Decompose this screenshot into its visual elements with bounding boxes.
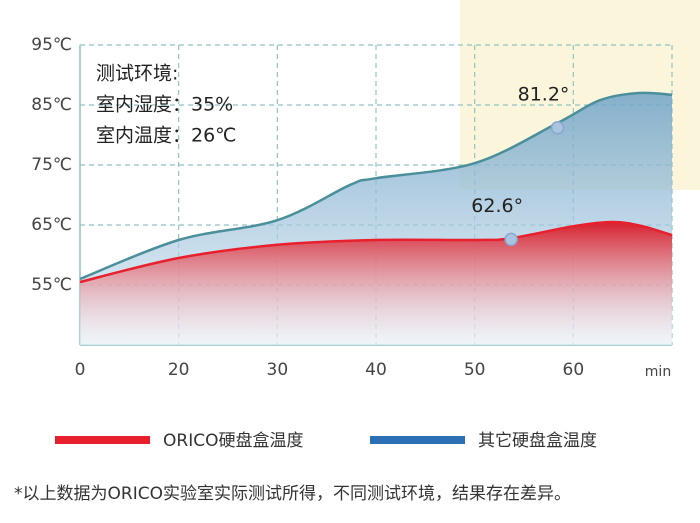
x-tick-label: 0 [75, 360, 86, 380]
note-line: 测试环境: [96, 63, 178, 85]
point-marker [504, 232, 518, 247]
line [79, 91, 673, 281]
x-tick-label: 30 [267, 360, 289, 380]
y-tick-label: 85℃ [31, 95, 72, 115]
point-marker [550, 121, 565, 135]
legend-label: ORICO硬盘盒温度 [163, 431, 303, 451]
x-axis-label: min [645, 364, 671, 380]
line [79, 220, 673, 284]
x-tick-label: 60 [563, 360, 585, 380]
point-label: 81.2° [518, 83, 570, 105]
y-tick-label: 55℃ [31, 275, 72, 295]
note-line: 室内温度：26℃ [96, 125, 237, 147]
y-tick-label: 95℃ [31, 35, 72, 55]
area [80, 222, 672, 345]
y-tick-label: 75℃ [31, 155, 72, 175]
x-tick-label: 20 [168, 360, 190, 380]
x-tick-label: 50 [464, 360, 486, 380]
footnote: *以上数据为ORICO实验室实际测试所得，不同测试环境，结果存在差异。 [14, 484, 571, 504]
point-label: 62.6° [471, 195, 523, 217]
x-tick-label: 40 [365, 360, 387, 380]
y-tick-label: 65℃ [31, 215, 72, 235]
legend-label: 其它硬盘盒温度 [478, 431, 597, 451]
note-line: 室内湿度：35% [96, 94, 233, 116]
